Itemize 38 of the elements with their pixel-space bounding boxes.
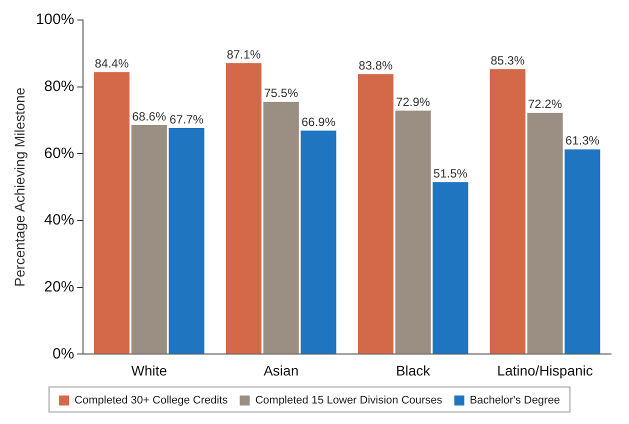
- bar: [131, 124, 167, 354]
- bar: [94, 72, 130, 354]
- bar: [358, 74, 394, 354]
- data-label: 85.3%: [490, 53, 525, 68]
- legend-label: Completed 30+ College Credits: [74, 394, 228, 407]
- bar: [395, 110, 431, 354]
- data-label: 61.3%: [565, 134, 600, 148]
- data-label: 67.7%: [170, 112, 204, 126]
- y-tick-label: 80%: [44, 78, 74, 95]
- x-tick-label: White: [131, 362, 168, 378]
- data-label: 75.5%: [264, 86, 298, 100]
- x-tick-label: Asian: [264, 362, 299, 378]
- bar: [168, 128, 204, 354]
- bar: [490, 69, 526, 354]
- bar: [300, 130, 336, 354]
- data-label: 72.9%: [396, 94, 430, 109]
- bar: [432, 182, 468, 354]
- bar: [527, 112, 563, 354]
- data-label: 83.8%: [358, 58, 394, 72]
- bar: [263, 102, 299, 354]
- legend-label: Bachelor's Degree: [470, 394, 560, 407]
- data-label: 84.4%: [94, 56, 130, 70]
- data-label: 68.6%: [132, 109, 166, 124]
- y-tick-label: 60%: [44, 144, 74, 162]
- y-tick-label: 40%: [44, 212, 74, 229]
- data-label: 72.2%: [528, 97, 562, 112]
- bar: [226, 63, 262, 354]
- data-label: 66.9%: [301, 114, 336, 129]
- data-label: 51.5%: [433, 166, 468, 180]
- data-label: 87.1%: [226, 47, 262, 62]
- x-tick-label: Latino/Hispanic: [497, 362, 593, 378]
- legend-label: Completed 15 Lower Division Courses: [255, 394, 443, 407]
- y-tick-label: 100%: [36, 11, 74, 28]
- y-tick-label: 0%: [52, 345, 74, 362]
- y-axis-title: Percentage Achieving Milestone: [11, 87, 28, 287]
- y-tick-label: 20%: [44, 278, 74, 296]
- bar: [564, 149, 600, 354]
- x-tick-label: Black: [396, 362, 432, 378]
